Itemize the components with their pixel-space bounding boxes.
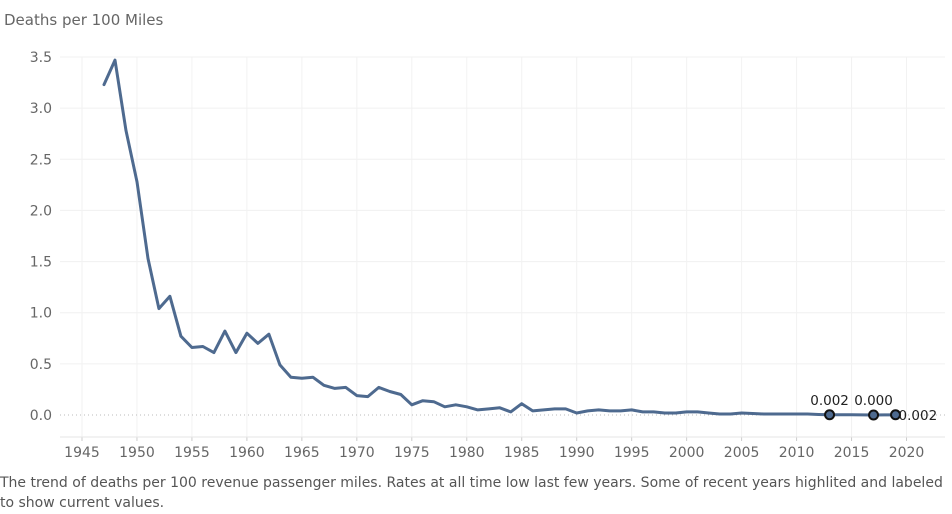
highlight-label: 0.002 — [899, 408, 938, 424]
y-tick-label: 2.0 — [30, 203, 52, 219]
chart-caption: The trend of deaths per 100 revenue pass… — [0, 475, 943, 511]
line-chart: Deaths per 100 Miles 0.0 0.5 1.0 1.5 2.0 2.5 3… — [4, 11, 945, 461]
gridlines — [60, 56, 945, 437]
y-tick-label: 3.5 — [30, 50, 52, 66]
highlight-label: 0.000 — [854, 393, 893, 409]
highlight-point — [890, 409, 902, 421]
x-tick-label: 2015 — [834, 445, 870, 461]
x-tick-label: 2000 — [669, 445, 705, 461]
x-tick-label: 1980 — [449, 445, 485, 461]
y-tick-label: 1.5 — [30, 255, 52, 271]
highlight-point — [868, 409, 880, 421]
x-tick-label: 1975 — [394, 445, 430, 461]
x-tick-label: 2020 — [889, 445, 925, 461]
y-tick-label: 1.0 — [30, 306, 52, 322]
highlight-point — [824, 409, 836, 421]
x-tick-label: 1970 — [339, 445, 375, 461]
x-tick-label: 2010 — [779, 445, 815, 461]
y-axis-title: Deaths per 100 Miles — [4, 11, 164, 29]
x-tick-label: 1990 — [559, 445, 595, 461]
x-tick-label: 1950 — [119, 445, 155, 461]
y-tick-label: 0.5 — [30, 357, 52, 373]
x-tick-label: 1945 — [64, 445, 100, 461]
y-tick-label: 0.0 — [30, 408, 52, 424]
y-tick-label: 2.5 — [30, 152, 52, 168]
series-line-group — [102, 58, 897, 417]
x-axis: 1945 1950 1955 1960 1965 1970 1975 1980 1985 1990… — [60, 436, 945, 461]
x-tick-label: 1960 — [229, 445, 265, 461]
highlight-markers: 0.002 0.000 0.002 — [810, 393, 937, 424]
highlight-label: 0.002 — [810, 393, 849, 409]
y-tick-label: 3.0 — [30, 101, 52, 117]
x-tick-label: 1965 — [284, 445, 320, 461]
x-tick-label: 1995 — [614, 445, 650, 461]
x-tick-label: 2005 — [724, 445, 760, 461]
x-tick-label: 1985 — [504, 445, 540, 461]
y-axis: 0.0 0.5 1.0 1.5 2.0 2.5 3.0 3.5 — [30, 50, 52, 424]
series-line — [102, 58, 897, 417]
x-tick-label: 1955 — [174, 445, 210, 461]
